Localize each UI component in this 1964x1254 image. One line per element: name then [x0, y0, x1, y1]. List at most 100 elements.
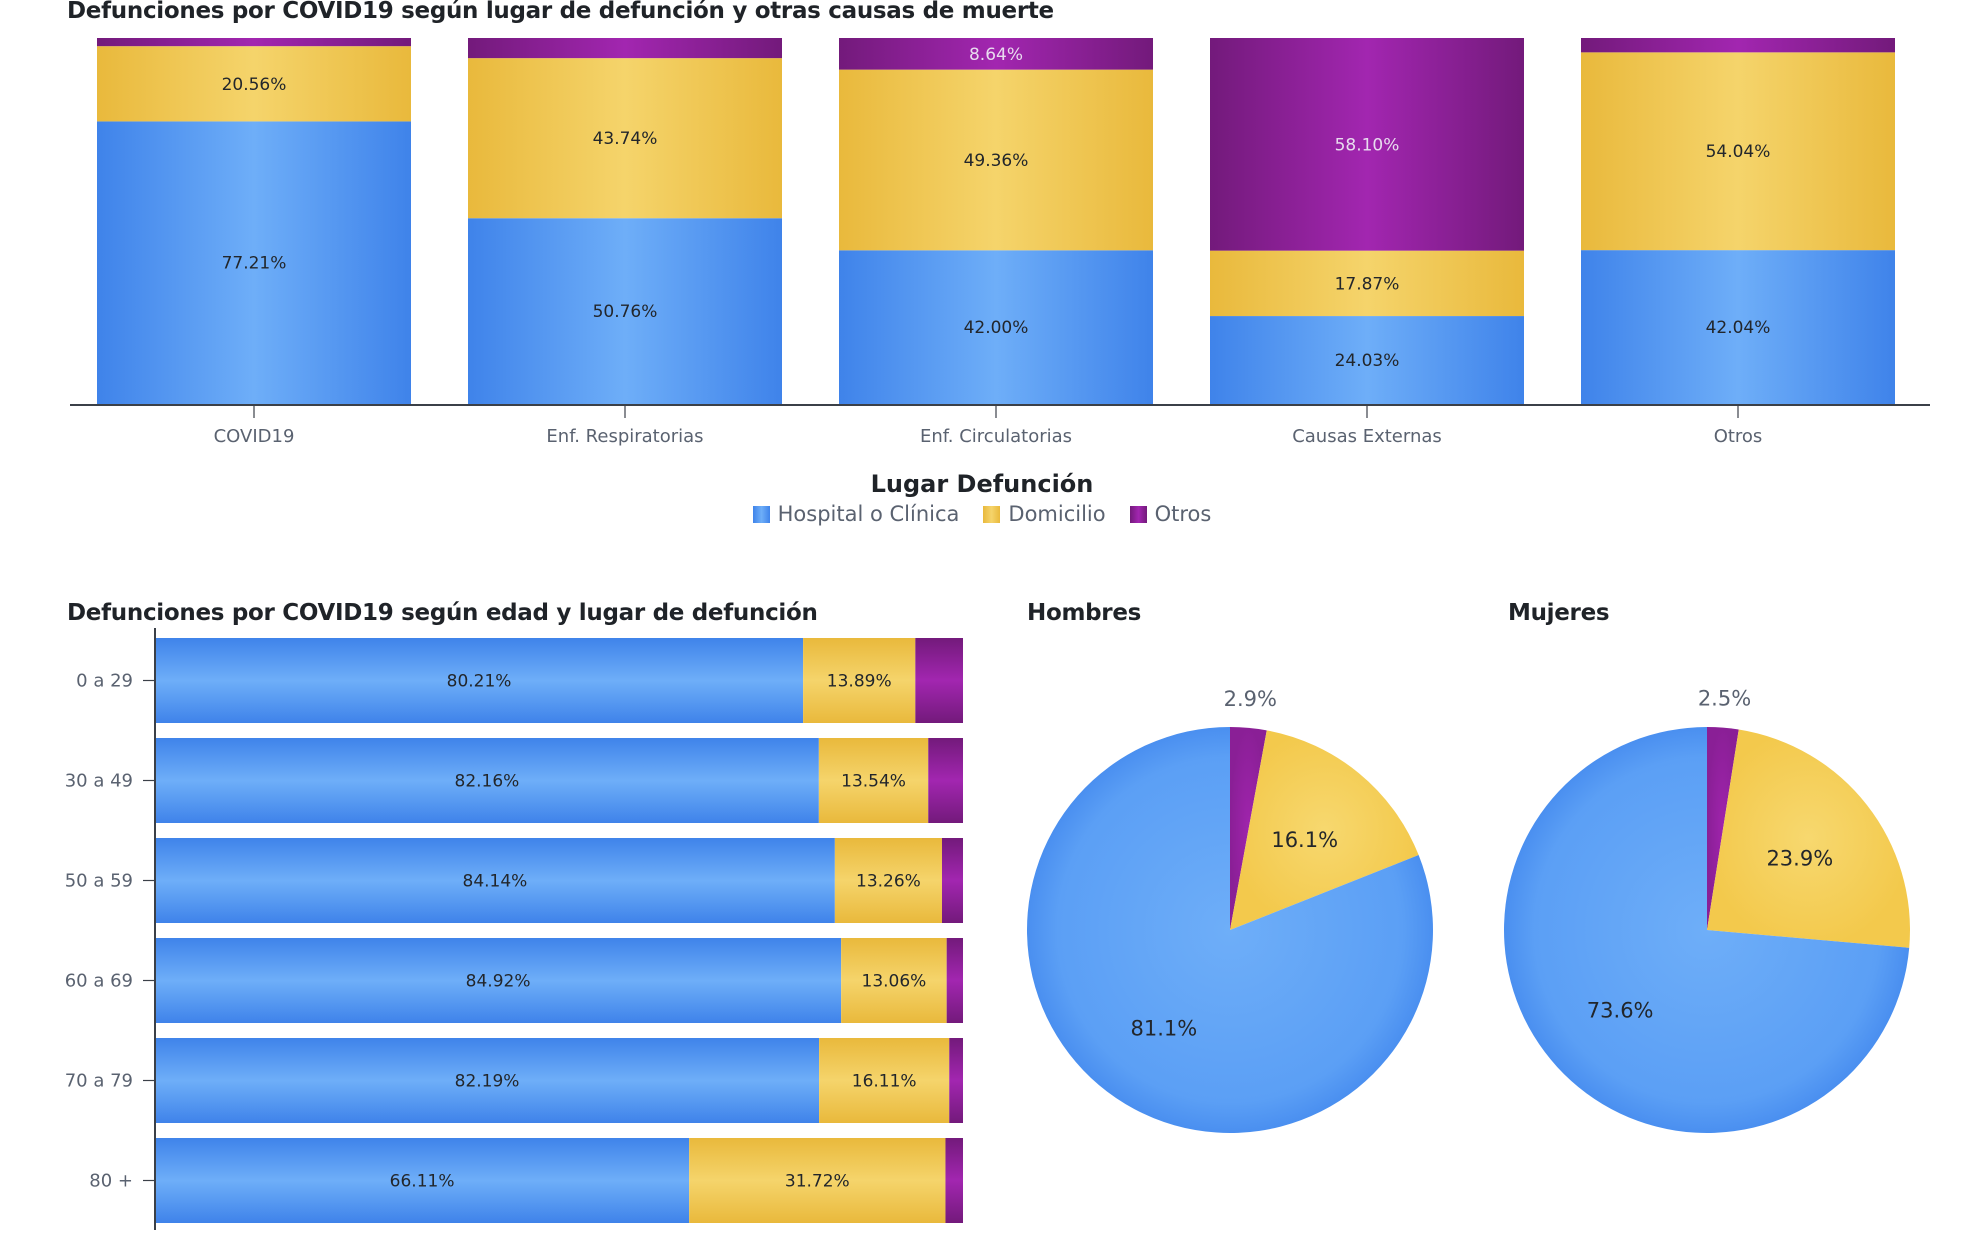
bar-value-label: 82.16% — [455, 772, 520, 792]
bar-segment-hospital[interactable] — [1210, 316, 1524, 404]
pie-slice-label: 23.9% — [1766, 847, 1833, 871]
bar-segment-hospital[interactable] — [155, 1138, 690, 1223]
bar-segment-domicilio[interactable] — [819, 1038, 950, 1123]
bar-segment-hospital[interactable] — [1581, 250, 1895, 404]
bar-segment-hospital[interactable] — [155, 1038, 820, 1123]
x-tick-label: Enf. Circulatorias — [920, 426, 1072, 447]
pie-slice-label: 2.9% — [1224, 687, 1277, 711]
bar-value-label: 77.21% — [222, 254, 287, 274]
bar-value-label: 16.11% — [852, 1072, 917, 1092]
bar-segment-domicilio[interactable] — [1581, 52, 1895, 251]
bar-segment-domicilio[interactable] — [689, 1138, 946, 1223]
bar-value-label: 49.36% — [964, 151, 1029, 171]
pie-slice-hospital[interactable] — [1027, 727, 1433, 1133]
bar-value-label: 13.54% — [841, 772, 906, 792]
otros-swatch-icon — [1129, 505, 1147, 523]
bar-segment-domicilio[interactable] — [834, 838, 942, 923]
bar-segment-domicilio[interactable] — [97, 46, 411, 122]
bar-segment-otros[interactable] — [468, 38, 782, 59]
legend-label-hospital: Hospital o Clínica — [777, 502, 960, 526]
bar-value-label: 8.64% — [969, 45, 1023, 65]
domicilio-swatch-icon — [983, 505, 1001, 523]
men-pie-chart: 2.9% 16.1% 81.1% — [1027, 687, 1433, 1133]
legend-label-domicilio: Domicilio — [1008, 502, 1106, 526]
bar-segment-hospital[interactable] — [155, 738, 819, 823]
bar-value-label: 24.03% — [1335, 351, 1400, 371]
bar-value-label: 58.10% — [1335, 135, 1400, 155]
bar-value-label: 42.00% — [964, 318, 1029, 338]
legend-label-otros: Otros — [1154, 502, 1212, 526]
bar-segment-hospital[interactable] — [155, 638, 804, 723]
bar-segment-hospital[interactable] — [155, 938, 842, 1023]
bar-segment-hospital[interactable] — [839, 250, 1153, 404]
pie-slice-domicilio[interactable] — [1230, 730, 1419, 930]
bar-value-label: 17.87% — [1335, 274, 1400, 294]
y-tick-label: 80 + — [89, 1171, 133, 1192]
y-tick-label: 50 a 59 — [65, 871, 133, 892]
bar-segment-domicilio[interactable] — [839, 69, 1153, 251]
bar-value-label: 20.56% — [222, 75, 287, 95]
bar-value-label: 54.04% — [1706, 142, 1771, 162]
bar-value-label: 43.74% — [593, 129, 658, 149]
bar-segment-hospital[interactable] — [155, 838, 835, 923]
bar-value-label: 66.11% — [390, 1172, 455, 1192]
pie-slice-label: 16.1% — [1271, 828, 1338, 852]
x-tick-label: COVID19 — [214, 426, 295, 447]
bar-value-label: 50.76% — [593, 302, 658, 322]
pie-slice-label: 2.5% — [1698, 687, 1751, 711]
bar-value-label: 13.89% — [827, 672, 892, 692]
x-tick-label: Enf. Respiratorias — [546, 426, 703, 447]
bar-segment-otros[interactable] — [949, 1038, 963, 1123]
bar-segment-domicilio[interactable] — [818, 738, 929, 823]
bar-value-label: 13.26% — [856, 872, 921, 892]
bar-segment-otros[interactable] — [915, 638, 963, 723]
pie-slice-label: 81.1% — [1131, 1016, 1198, 1040]
causes-stacked-bar-chart: 77.21% 20.56% COVID19 50.76% 43.74% Enf. Resp… — [70, 38, 1930, 447]
y-tick-label: 30 a 49 — [65, 771, 133, 792]
bar-segment-otros[interactable] — [941, 838, 963, 923]
y-tick-label: 60 a 69 — [65, 971, 133, 992]
bar-value-label: 84.14% — [463, 872, 528, 892]
pie-slice-otros[interactable] — [1707, 727, 1739, 930]
bar-value-label: 13.06% — [862, 972, 927, 992]
top-chart-title: Defunciones por COVID19 según lugar de d… — [67, 0, 1054, 24]
bar-segment-otros[interactable] — [946, 938, 963, 1023]
bar-segment-domicilio[interactable] — [468, 58, 782, 219]
bar-segment-otros[interactable] — [928, 738, 963, 823]
bar-value-label: 84.92% — [466, 972, 531, 992]
bar-segment-otros[interactable] — [839, 38, 1153, 70]
bar-segment-domicilio[interactable] — [1210, 250, 1524, 317]
age-chart-title: Defunciones por COVID19 según edad y lug… — [67, 600, 818, 626]
age-stacked-bar-chart: 80.21% 13.89% 0 a 29 82.16% 13.54% 30 a 49 84.… — [65, 628, 963, 1230]
bar-value-label: 42.04% — [1706, 318, 1771, 338]
x-tick-label: Otros — [1714, 426, 1763, 447]
legend-item-domicilio[interactable]: Domicilio — [983, 502, 1106, 526]
bar-segment-otros[interactable] — [97, 38, 411, 47]
bar-value-label: 80.21% — [447, 672, 512, 692]
legend-title: Lugar Defunción — [870, 470, 1094, 498]
pie-slice-label: 73.6% — [1587, 999, 1654, 1023]
men-pie-title: Hombres — [1027, 600, 1142, 626]
bar-value-label: 82.19% — [455, 1072, 520, 1092]
pie-slice-hospital[interactable] — [1503, 727, 1910, 1133]
bar-value-label: 31.72% — [785, 1172, 850, 1192]
bar-segment-domicilio[interactable] — [803, 638, 916, 723]
bar-segment-otros[interactable] — [945, 1138, 963, 1223]
bar-segment-hospital[interactable] — [468, 218, 782, 404]
legend: Hospital o Clínica Domicilio Otros — [0, 502, 1964, 526]
legend-item-otros[interactable]: Otros — [1129, 502, 1212, 526]
bar-segment-domicilio[interactable] — [841, 938, 947, 1023]
bar-segment-otros[interactable] — [1210, 38, 1524, 251]
bar-segment-otros[interactable] — [1581, 38, 1895, 53]
bar-segment-hospital[interactable] — [97, 121, 411, 404]
x-tick-label: Causas Externas — [1292, 426, 1442, 447]
y-tick-label: 70 a 79 — [65, 1071, 133, 1092]
legend-item-hospital[interactable]: Hospital o Clínica — [752, 502, 960, 526]
y-tick-label: 0 a 29 — [76, 671, 133, 692]
women-pie-title: Mujeres — [1508, 600, 1610, 626]
hospital-swatch-icon — [752, 505, 770, 523]
women-pie-chart: 2.5% 23.9% 73.6% — [1503, 687, 1910, 1133]
pie-slice-otros[interactable] — [1230, 727, 1267, 930]
pie-slice-domicilio[interactable] — [1707, 729, 1910, 948]
